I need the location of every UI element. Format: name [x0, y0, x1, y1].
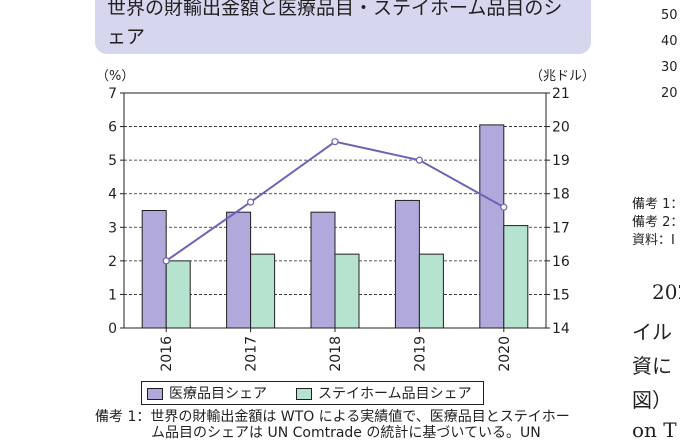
- y-tick-label: 4: [108, 187, 117, 203]
- legend: 医療品目シェア ステイホーム品目シェア: [141, 381, 484, 405]
- x-tick-label-2020: 2020: [497, 336, 513, 372]
- y2-tick-label: 19: [552, 153, 570, 169]
- y2-tick-label: 17: [552, 220, 570, 236]
- bar-stayhome-2017: [250, 253, 276, 329]
- right-text-1: 202: [652, 280, 680, 304]
- y-tick-label: 5: [108, 153, 117, 169]
- y2-tick-label: 20: [552, 120, 570, 136]
- y-tick-label: 3: [108, 220, 117, 236]
- bar-stayhome-2018: [334, 253, 360, 329]
- legend-label-medical: 医療品目シェア: [169, 386, 267, 402]
- x-tick-label-2019: 2019: [412, 336, 428, 372]
- right-text-3: 資に: [632, 354, 672, 378]
- export-point-2018: [331, 138, 339, 146]
- x-tick-label-2018: 2018: [328, 336, 344, 372]
- y-tick-label: 1: [108, 287, 117, 303]
- right-note-1: 備考 1：: [632, 197, 680, 212]
- bar-stayhome-2020: [503, 225, 529, 329]
- title-banner: [95, 0, 591, 54]
- y2-axis-unit: （兆ドル）: [530, 69, 595, 84]
- y2-tick-label: 14: [552, 321, 570, 337]
- y2-tick-label: 18: [552, 187, 570, 203]
- export-point-2020: [500, 203, 508, 211]
- x-tick-label-2016: 2016: [159, 336, 175, 372]
- export-point-2019: [415, 156, 423, 164]
- bar-medical-2016: [141, 210, 167, 329]
- bar-medical-2018: [310, 211, 336, 329]
- bar-medical-2019: [394, 199, 420, 329]
- right-tick-50: 50: [661, 8, 678, 23]
- right-tick-40: 40: [661, 34, 678, 49]
- y-tick-label: 2: [108, 254, 117, 270]
- legend-swatch-medical: [147, 388, 163, 400]
- bar-medical-2017: [226, 211, 252, 329]
- legend-swatch-stayhome: [296, 388, 312, 400]
- y2-tick-label: 16: [552, 254, 570, 270]
- x-tick-label-2017: 2017: [244, 336, 260, 372]
- bar-stayhome-2016: [165, 260, 191, 329]
- legend-label-stayhome: ステイホーム品目シェア: [318, 386, 472, 402]
- y2-tick-label: 15: [552, 287, 570, 303]
- export-point-2017: [247, 198, 255, 206]
- export-point-2016: [162, 257, 170, 265]
- right-text-2: イル: [632, 320, 672, 344]
- right-source: 資料：I: [632, 233, 675, 248]
- right-text-4: 図）: [632, 388, 672, 412]
- y-axis-unit: （%）: [96, 69, 134, 84]
- footnote: 備考 1：世界の財輸出金額は WTO による実績値で、医療品目とステイホー ム品…: [95, 409, 595, 441]
- footnote-line-1: 備考 1：世界の財輸出金額は WTO による実績値で、医療品目とステイホー: [95, 409, 570, 425]
- chart-title: 世界の財輸出金額と医療品目・ステイホーム品目のシェア: [107, 0, 563, 48]
- y-tick-label: 6: [108, 120, 117, 136]
- footnote-line-2: ム品目のシェアは UN Comtrade の統計に基づいている。UN: [151, 425, 541, 441]
- right-text-5: on T: [632, 418, 677, 442]
- y-tick-label: 7: [108, 86, 117, 102]
- right-tick-20: 20: [661, 86, 678, 101]
- y2-tick-label: 21: [552, 86, 570, 102]
- bar-stayhome-2019: [418, 253, 444, 329]
- right-note-2: 備考 2：: [632, 215, 680, 230]
- bar-medical-2020: [479, 124, 505, 329]
- right-tick-30: 30: [661, 60, 678, 75]
- y-tick-label: 0: [108, 321, 117, 337]
